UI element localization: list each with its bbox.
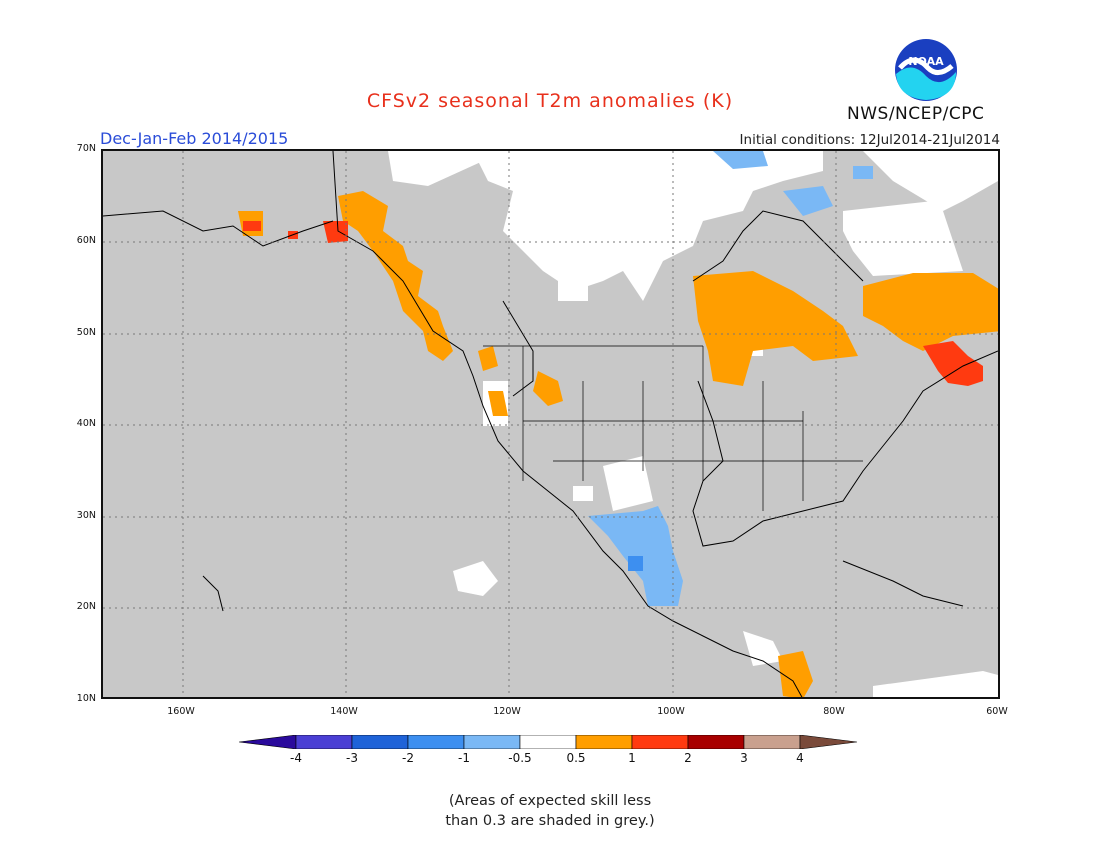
colorbar-tick: -1 <box>458 751 470 765</box>
warm-anomaly-regions <box>238 191 998 697</box>
graticule <box>103 151 998 697</box>
agency-label: NWS/NCEP/CPC <box>847 104 985 124</box>
state-borders <box>483 345 863 511</box>
colorbar-tick: 2 <box>684 751 692 765</box>
colorbar-segment <box>519 735 577 749</box>
colorbar-tick: 4 <box>796 751 804 765</box>
anomaly-map <box>101 149 1000 699</box>
colorbar-tick: 0.5 <box>566 751 586 765</box>
colorbar-tick: -2 <box>402 751 414 765</box>
colorbar-tick: -4 <box>290 751 302 765</box>
colorbar <box>239 735 858 749</box>
lon-label: 80W <box>823 706 845 717</box>
lat-label: 30N <box>76 510 96 521</box>
cool-strong-regions <box>628 556 643 571</box>
strong-warm-anomaly-regions <box>243 221 983 386</box>
skill-note-line: than 0.3 are shaded in grey.) <box>445 813 655 829</box>
colorbar-segment <box>687 735 745 749</box>
lon-label: 100W <box>657 706 685 717</box>
colorbar-high-arrow <box>799 735 858 749</box>
colorbar-segment <box>295 735 353 749</box>
skill-note: (Areas of expected skill less than 0.3 a… <box>0 791 1100 831</box>
lon-label: 60W <box>986 706 1008 717</box>
skill-note-line: (Areas of expected skill less <box>448 793 652 809</box>
map-canvas <box>103 151 998 697</box>
colorbar-tick: -0.5 <box>508 751 532 765</box>
lat-label: 20N <box>76 601 96 612</box>
colorbar-tick: 3 <box>740 751 748 765</box>
lon-label: 140W <box>330 706 358 717</box>
colorbar-segment <box>743 735 801 749</box>
colorbar-segment <box>407 735 465 749</box>
colorbar-tick: -3 <box>346 751 358 765</box>
lat-label: 40N <box>76 418 96 429</box>
colorbar-segment <box>351 735 409 749</box>
colorbar-segment <box>463 735 521 749</box>
colorbar-low-arrow <box>239 735 297 749</box>
lon-label: 160W <box>167 706 195 717</box>
lat-label: 50N <box>76 327 96 338</box>
map-title: CFSv2 seasonal T2m anomalies (K) <box>366 90 734 112</box>
colorbar-tick: 1 <box>628 751 636 765</box>
colorbar-segment <box>631 735 689 749</box>
lon-label: 120W <box>493 706 521 717</box>
season-label: Dec-Jan-Feb 2014/2015 <box>100 129 289 148</box>
colorbar-segment <box>575 735 633 749</box>
lat-label: 10N <box>76 693 96 704</box>
lat-label: 60N <box>76 235 96 246</box>
noaa-logo-text: NOAA <box>908 55 944 68</box>
coastlines <box>103 151 998 697</box>
initial-conditions-label: Initial conditions: 12Jul2014-21Jul2014 <box>739 132 1000 148</box>
noaa-logo-icon: NOAA <box>895 39 957 101</box>
lat-label: 70N <box>76 143 96 154</box>
